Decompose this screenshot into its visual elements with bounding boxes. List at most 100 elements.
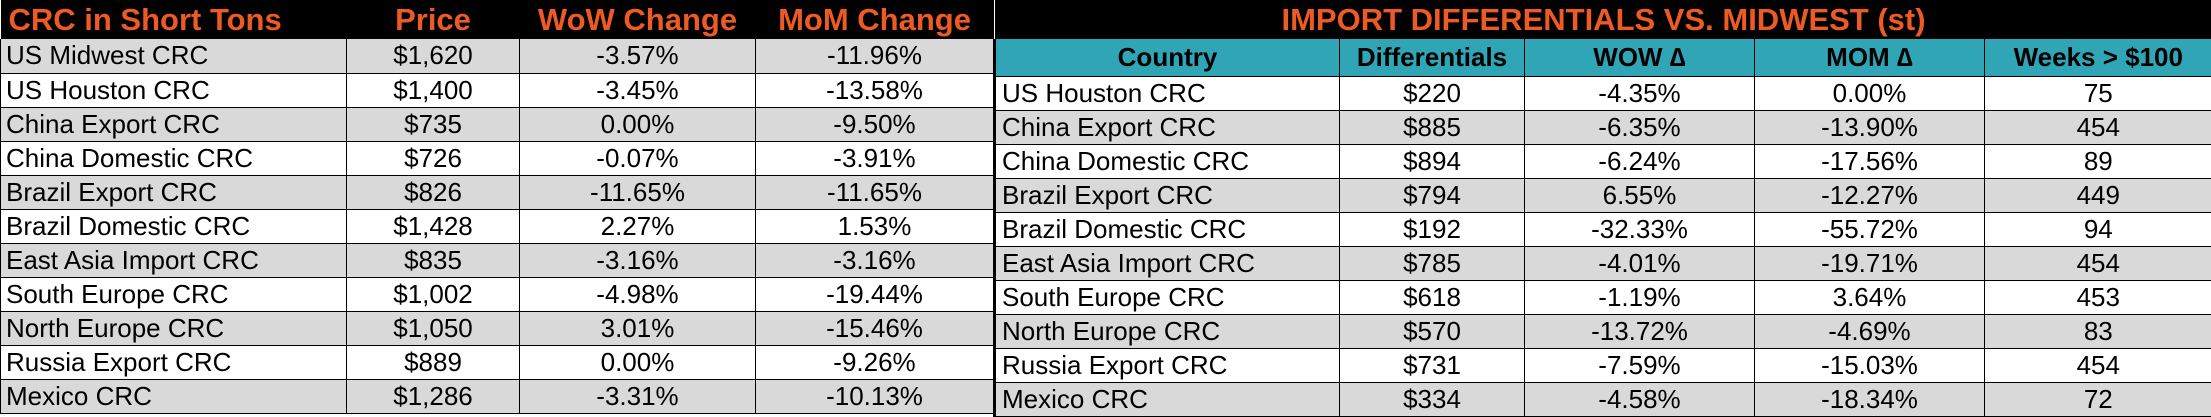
row-name: Russia Export CRC xyxy=(0,345,347,380)
differential-cell: $192 xyxy=(1339,212,1525,247)
mom-change-cell: -13.58% xyxy=(755,73,994,108)
mom-change-cell: -15.46% xyxy=(755,311,994,346)
table-row: US Houston CRC $1,400 -3.45% -13.58% xyxy=(0,73,994,108)
mom-change-cell: -11.65% xyxy=(755,175,994,210)
row-name: East Asia Import CRC xyxy=(0,243,347,278)
table-row: North Europe CRC $1,050 3.01% -15.46% xyxy=(0,311,994,346)
crc-prices-title: CRC in Short Tons xyxy=(0,0,347,39)
wow-change-header: WoW Change xyxy=(519,0,756,39)
country-cell: US Houston CRC xyxy=(993,76,1340,111)
price-cell: $1,428 xyxy=(346,209,520,244)
wow-change-cell: -11.65% xyxy=(519,175,756,210)
differential-cell: $885 xyxy=(1339,110,1525,145)
differentials-header: Differentials xyxy=(1339,39,1525,77)
weeks-over-100-cell: 454 xyxy=(1984,246,2211,281)
import-differentials-title-row: IMPORT DIFFERENTIALS VS. MIDWEST (st) xyxy=(994,0,2211,39)
differential-cell: $731 xyxy=(1339,348,1525,383)
differential-cell: $334 xyxy=(1339,382,1525,417)
table-row: Mexico CRC $1,286 -3.31% -10.13% xyxy=(0,379,994,414)
wow-change-cell: -4.98% xyxy=(519,277,756,312)
mom-change-header: MoM Change xyxy=(755,0,994,39)
row-name: Mexico CRC xyxy=(0,379,347,414)
row-name: South Europe CRC xyxy=(0,277,347,312)
wow-delta-cell: 6.55% xyxy=(1524,178,1755,213)
mom-delta-cell: -12.27% xyxy=(1754,178,1985,213)
wow-change-cell: -3.57% xyxy=(519,39,756,74)
mom-delta-cell: -13.90% xyxy=(1754,110,1985,145)
table-row: South Europe CRC $618 -1.19% 3.64% 453 xyxy=(993,280,2211,315)
country-cell: Brazil Domestic CRC xyxy=(993,212,1340,247)
price-cell: $1,400 xyxy=(346,73,520,108)
price-cell: $1,050 xyxy=(346,311,520,346)
wow-delta-cell: -1.19% xyxy=(1524,280,1755,315)
row-name: Brazil Domestic CRC xyxy=(0,209,347,244)
mom-delta-cell: -17.56% xyxy=(1754,144,1985,179)
wow-change-cell: -0.07% xyxy=(519,141,756,176)
mom-delta-header: MOM ∆ xyxy=(1754,39,1985,77)
country-cell: China Export CRC xyxy=(993,110,1340,145)
table-row: Brazil Export CRC $826 -11.65% -11.65% xyxy=(0,175,994,210)
wow-delta-cell: -4.35% xyxy=(1524,76,1755,111)
weeks-over-100-cell: 83 xyxy=(1984,314,2211,349)
price-cell: $1,002 xyxy=(346,277,520,312)
table-row: Russia Export CRC $731 -7.59% -15.03% 454 xyxy=(993,348,2211,383)
price-cell: $835 xyxy=(346,243,520,278)
mom-delta-cell: -4.69% xyxy=(1754,314,1985,349)
import-differentials-table: IMPORT DIFFERENTIALS VS. MIDWEST (st) Co… xyxy=(993,0,2211,417)
weeks-over-100-cell: 72 xyxy=(1984,382,2211,417)
differential-cell: $618 xyxy=(1339,280,1525,315)
wow-delta-cell: -6.35% xyxy=(1524,110,1755,145)
table-row: China Export CRC $885 -6.35% -13.90% 454 xyxy=(993,110,2211,145)
mom-delta-cell: 0.00% xyxy=(1754,76,1985,111)
country-header: Country xyxy=(993,39,1340,77)
wow-delta-cell: -6.24% xyxy=(1524,144,1755,179)
mom-change-cell: -3.16% xyxy=(755,243,994,278)
import-differentials-header-row: Country Differentials WOW ∆ MOM ∆ Weeks … xyxy=(993,39,2211,77)
price-cell: $735 xyxy=(346,107,520,142)
table-row: Brazil Domestic CRC $1,428 2.27% 1.53% xyxy=(0,209,994,244)
table-row: North Europe CRC $570 -13.72% -4.69% 83 xyxy=(993,314,2211,349)
wow-change-cell: -3.31% xyxy=(519,379,756,414)
import-differentials-title: IMPORT DIFFERENTIALS VS. MIDWEST (st) xyxy=(994,0,2211,39)
wow-delta-cell: -32.33% xyxy=(1524,212,1755,247)
table-row: Brazil Export CRC $794 6.55% -12.27% 449 xyxy=(993,178,2211,213)
wow-delta-cell: -4.58% xyxy=(1524,382,1755,417)
price-cell: $1,286 xyxy=(346,379,520,414)
table-row: China Export CRC $735 0.00% -9.50% xyxy=(0,107,994,142)
price-cell: $726 xyxy=(346,141,520,176)
table-row: US Midwest CRC $1,620 -3.57% -11.96% xyxy=(0,39,994,74)
mom-change-cell: -3.91% xyxy=(755,141,994,176)
country-cell: Mexico CRC xyxy=(993,382,1340,417)
table-row: East Asia Import CRC $785 -4.01% -19.71% 454 xyxy=(993,246,2211,281)
mom-change-cell: -19.44% xyxy=(755,277,994,312)
table-row: South Europe CRC $1,002 -4.98% -19.44% xyxy=(0,277,994,312)
country-cell: Brazil Export CRC xyxy=(993,178,1340,213)
differential-cell: $220 xyxy=(1339,76,1525,111)
wow-delta-cell: -7.59% xyxy=(1524,348,1755,383)
row-name: North Europe CRC xyxy=(0,311,347,346)
country-cell: Russia Export CRC xyxy=(993,348,1340,383)
table-row: Brazil Domestic CRC $192 -32.33% -55.72% 94 xyxy=(993,212,2211,247)
weeks-over-100-cell: 94 xyxy=(1984,212,2211,247)
weeks-over-100-header: Weeks > $100 xyxy=(1984,39,2211,77)
wow-change-cell: -3.16% xyxy=(519,243,756,278)
mom-delta-cell: -55.72% xyxy=(1754,212,1985,247)
mom-delta-cell: -15.03% xyxy=(1754,348,1985,383)
table-row: China Domestic CRC $894 -6.24% -17.56% 89 xyxy=(993,144,2211,179)
weeks-over-100-cell: 89 xyxy=(1984,144,2211,179)
row-name: China Export CRC xyxy=(0,107,347,142)
wow-change-cell: 0.00% xyxy=(519,345,756,380)
table-row: Mexico CRC $334 -4.58% -18.34% 72 xyxy=(993,382,2211,417)
weeks-over-100-cell: 453 xyxy=(1984,280,2211,315)
row-name: US Houston CRC xyxy=(0,73,347,108)
wow-delta-header: WOW ∆ xyxy=(1524,39,1755,77)
mom-change-cell: 1.53% xyxy=(755,209,994,244)
mom-change-cell: -10.13% xyxy=(755,379,994,414)
country-cell: South Europe CRC xyxy=(993,280,1340,315)
differential-cell: $785 xyxy=(1339,246,1525,281)
weeks-over-100-cell: 454 xyxy=(1984,110,2211,145)
row-name: China Domestic CRC xyxy=(0,141,347,176)
country-cell: North Europe CRC xyxy=(993,314,1340,349)
mom-delta-cell: -19.71% xyxy=(1754,246,1985,281)
